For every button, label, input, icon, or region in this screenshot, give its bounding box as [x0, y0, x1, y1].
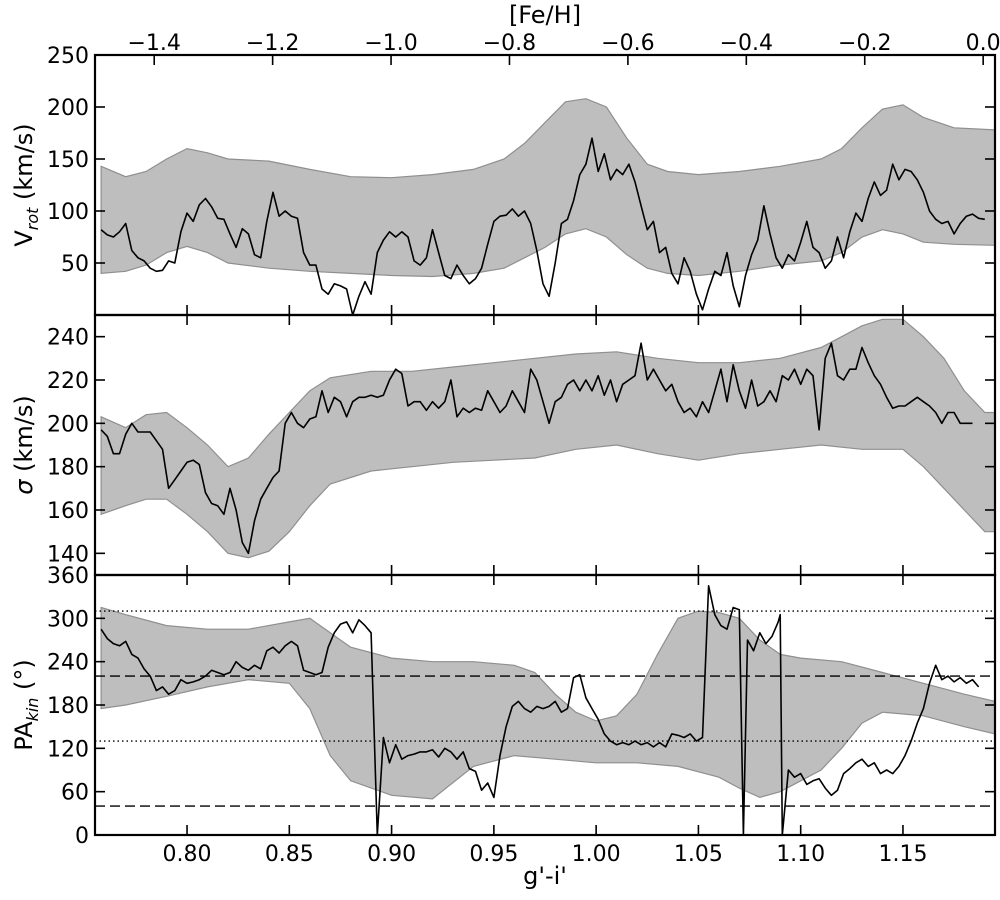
y-tick-label-sigma-160: 160: [47, 499, 89, 524]
y-axis-title-main-vrot: V: [10, 230, 38, 247]
panel-pakin: 0 60 120 180 240 300 360 PAkin (°): [10, 564, 997, 849]
top-axis-tick-label-2: −1.0: [364, 31, 417, 56]
top-axis-tick-label-5: −0.4: [720, 31, 773, 56]
top-axis-title: [Fe/H]: [509, 1, 581, 29]
y-tick-label-sigma-200: 200: [47, 412, 89, 437]
y-tick-label-pakin-360: 360: [47, 564, 89, 589]
y-tick-label-sigma-240: 240: [47, 326, 89, 351]
y-tick-label-vrot-150: 150: [47, 148, 89, 173]
top-axis-tick-label-1: −1.2: [246, 31, 299, 56]
confidence-band-vrot: [100, 98, 995, 278]
y-tick-label-sigma-220: 220: [47, 369, 89, 394]
plot-area-pakin: [95, 584, 995, 835]
top-axis-tick-label-4: −0.6: [601, 31, 654, 56]
plot-area-vrot: [100, 98, 995, 315]
y-axis-title-sub-pakin: kin: [23, 698, 42, 722]
y-tick-label-pakin-180: 180: [47, 694, 89, 719]
y-tick-label-sigma-140: 140: [47, 542, 89, 567]
top-axis-tick-label-3: −0.8: [483, 31, 536, 56]
y-tick-label-pakin-60: 60: [61, 781, 89, 806]
x-tick-label-1.1: 1.10: [776, 842, 825, 867]
x-tick-label-0.85: 0.85: [265, 842, 314, 867]
x-axis-title: g'-i': [523, 862, 567, 890]
y-axis-title-tail-pakin: (°): [10, 659, 38, 697]
y-tick-label-vrot-250: 250: [47, 44, 89, 69]
top-axis-tick-label-0: −1.4: [127, 31, 180, 56]
y-axis-title-tail-vrot: (km/s): [10, 123, 38, 207]
y-tick-label-pakin-0: 0: [75, 824, 89, 849]
top-axis-tick-label-7: 0.0: [966, 31, 1000, 56]
y-axis-title-vrot: Vrot (km/s): [10, 123, 42, 246]
y-axis-title-sub-vrot: rot: [23, 207, 42, 230]
y-axis-title-main-pakin: PA: [10, 721, 38, 751]
y-tick-label-pakin-240: 240: [47, 651, 89, 676]
data-line-pakin: [100, 584, 980, 835]
x-tick-label-0.95: 0.95: [469, 842, 518, 867]
y-tick-label-vrot-200: 200: [47, 96, 89, 121]
y-tick-label-vrot-50: 50: [61, 252, 89, 277]
y-axis-title-sigma: σ (km/s): [10, 395, 38, 494]
y-tick-label-pakin-300: 300: [47, 607, 89, 632]
plot-area-sigma: [100, 318, 995, 559]
x-tick-label-1: 1.00: [572, 842, 621, 867]
data-line-vrot: [100, 137, 985, 315]
confidence-band-sigma: [100, 318, 995, 559]
x-tick-label-0.8: 0.80: [163, 842, 212, 867]
y-axis-title-tail-sigma: (km/s): [10, 395, 38, 479]
x-tick-label-1.05: 1.05: [674, 842, 723, 867]
confidence-band-pakin: [100, 606, 995, 800]
y-tick-label-vrot-100: 100: [47, 200, 89, 225]
panel-sigma: 140 160 180 200 220 240 σ (km/s): [10, 313, 997, 577]
data-line-sigma: [100, 342, 973, 555]
y-tick-label-pakin-120: 120: [47, 737, 89, 762]
x-tick-label-1.15: 1.15: [878, 842, 927, 867]
y-axis-title-pakin: PAkin (°): [10, 659, 42, 751]
top-axis-tick-label-6: −0.2: [838, 31, 891, 56]
x-tick-label-0.9: 0.90: [367, 842, 416, 867]
y-axis-title-main-sigma: σ: [10, 479, 38, 495]
y-tick-label-sigma-180: 180: [47, 456, 89, 481]
panel-vrot: 50 100 150 200 250 Vrot (km/s): [10, 44, 997, 317]
